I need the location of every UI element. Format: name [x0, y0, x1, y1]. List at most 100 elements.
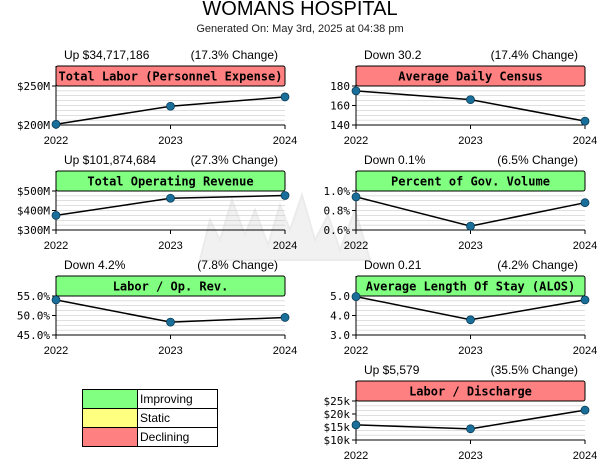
data-point: [51, 210, 61, 220]
y-tick-label: 55.0%: [17, 290, 50, 303]
data-point: [51, 119, 61, 129]
y-tick-label: $500M: [17, 185, 50, 198]
data-point: [351, 420, 361, 430]
change-percent: (17.3% Change): [191, 48, 278, 62]
generated-timestamp: Generated On: May 3rd, 2025 at 04:38 pm: [196, 23, 404, 35]
change-percent: (7.8% Change): [197, 258, 278, 272]
y-tick-label: 5.0: [330, 290, 350, 303]
chart-title: Percent of Gov. Volume: [391, 175, 550, 189]
data-point: [351, 292, 361, 301]
data-point: [280, 191, 290, 200]
data-point: [466, 315, 475, 325]
data-point: [280, 313, 290, 322]
chart-title: Average Length Of Stay (ALOS): [366, 280, 576, 294]
y-tick-label: $200M: [17, 119, 50, 132]
chart-total-operating-revenue: Up $101,874,684 (27.3% Change) $300M $400M $…: [0, 150, 300, 255]
legend-swatch-static: [83, 409, 138, 427]
chart-title-band: [355, 275, 586, 297]
chart-svg: Down 0.21 (4.2% Change) 3.0 4.0 5.0 2022 2023 2…: [330, 258, 597, 357]
x-tick-label: 2024: [573, 450, 597, 462]
change-percent: (35.5% Change): [491, 363, 578, 377]
data-point: [466, 221, 475, 231]
change-summary: Down 4.2%: [64, 258, 126, 272]
y-tick-label: $10k: [324, 434, 351, 447]
y-tick-label: 3.0: [330, 329, 350, 342]
y-tick-label: 45.0%: [17, 329, 50, 342]
chart-svg: Down 30.2 (17.4% Change) 140 160 180 2022 2023…: [330, 48, 597, 147]
change-summary: Down 0.1%: [364, 153, 426, 167]
change-percent: (4.2% Change): [497, 258, 578, 272]
data-point: [466, 95, 475, 105]
y-tick-label: 1.0%: [324, 185, 351, 198]
chart-svg: Up $101,874,684 (27.3% Change) $300M $400M $…: [17, 153, 297, 252]
chart-title-band: [55, 275, 286, 297]
page-title: WOMANS HOSPITAL: [202, 0, 398, 20]
legend-label-declining: Declining: [140, 430, 190, 444]
legend-item-declining: Declining: [83, 427, 217, 446]
chart-title: Labor / Op. Rev.: [113, 280, 229, 294]
chart-title-band: [355, 170, 586, 192]
chart-title: Total Operating Revenue: [87, 175, 253, 189]
change-summary: Up $101,874,684: [64, 153, 156, 167]
y-tick-label: 180: [330, 80, 350, 93]
legend-label-improving: Improving: [140, 392, 193, 406]
x-tick-label: 2022: [344, 135, 368, 147]
chart-svg: Down 0.1% (6.5% Change) 0.6% 0.8% 1.0% 2022 20…: [324, 153, 598, 252]
data-point: [580, 198, 590, 208]
change-summary: Up $34,717,186: [64, 48, 150, 62]
x-tick-label: 2024: [273, 240, 297, 252]
chart-svg: Down 4.2% (7.8% Change) 45.0% 50.0% 55.0% 202…: [17, 258, 297, 357]
data-point: [280, 92, 290, 102]
legend-item-improving: Improving: [83, 390, 217, 408]
data-point: [51, 295, 61, 305]
legend-label-static: Static: [140, 411, 171, 425]
change-percent: (17.4% Change): [491, 48, 578, 62]
chart-average-length-of-stay: Down 0.21 (4.2% Change) 3.0 4.0 5.0 2022 2023 2…: [300, 255, 600, 360]
data-point: [166, 193, 175, 203]
y-tick-label: 160: [330, 100, 350, 113]
legend: Improving Static Declining: [82, 389, 218, 447]
y-tick-label: $400M: [17, 205, 50, 218]
chart-title-band: [355, 65, 586, 87]
x-tick-label: 2023: [458, 240, 482, 252]
change-summary: Up $5,579: [364, 363, 420, 377]
x-tick-label: 2024: [573, 240, 597, 252]
x-tick-label: 2024: [573, 135, 597, 147]
change-summary: Down 0.21: [364, 258, 422, 272]
y-tick-label: $15k: [324, 421, 351, 434]
y-tick-label: 140: [330, 119, 350, 132]
x-tick-label: 2023: [458, 345, 482, 357]
x-tick-label: 2023: [458, 450, 482, 462]
y-tick-label: $20k: [324, 408, 351, 421]
data-point: [166, 101, 175, 111]
y-tick-label: $300M: [17, 224, 50, 237]
chart-title-band: [55, 65, 286, 87]
change-percent: (27.3% Change): [191, 153, 278, 167]
data-point: [580, 295, 590, 305]
x-tick-label: 2023: [158, 345, 182, 357]
data-point: [580, 405, 590, 415]
data-point: [580, 116, 590, 126]
y-tick-label: 50.0%: [17, 310, 50, 323]
y-tick-label: 0.8%: [324, 205, 351, 218]
chart-svg: Up $34,717,186 (17.3% Change) $200M $250M 20…: [17, 48, 297, 147]
x-tick-label: 2023: [158, 135, 182, 147]
y-tick-label: $250M: [17, 80, 50, 93]
chart-average-daily-census: Down 30.2 (17.4% Change) 140 160 180 2022 2023…: [300, 45, 600, 150]
y-tick-label: 0.6%: [324, 224, 351, 237]
x-tick-label: 2024: [573, 345, 597, 357]
legend-swatch-declining: [83, 428, 138, 446]
x-tick-label: 2022: [344, 345, 368, 357]
x-tick-label: 2023: [458, 135, 482, 147]
y-tick-label: 4.0: [330, 310, 350, 323]
chart-title-band: [355, 380, 586, 402]
x-tick-label: 2022: [44, 240, 68, 252]
chart-title: Labor / Discharge: [409, 385, 532, 399]
chart-title: Average Daily Census: [398, 70, 543, 84]
chart-title-band: [55, 170, 286, 192]
x-tick-label: 2022: [44, 345, 68, 357]
chart-labor-op-rev: Down 4.2% (7.8% Change) 45.0% 50.0% 55.0% 202…: [0, 255, 300, 360]
chart-title: Total Labor (Personnel Expense): [59, 70, 283, 84]
x-tick-label: 2022: [44, 135, 68, 147]
y-tick-label: $25k: [324, 395, 351, 408]
